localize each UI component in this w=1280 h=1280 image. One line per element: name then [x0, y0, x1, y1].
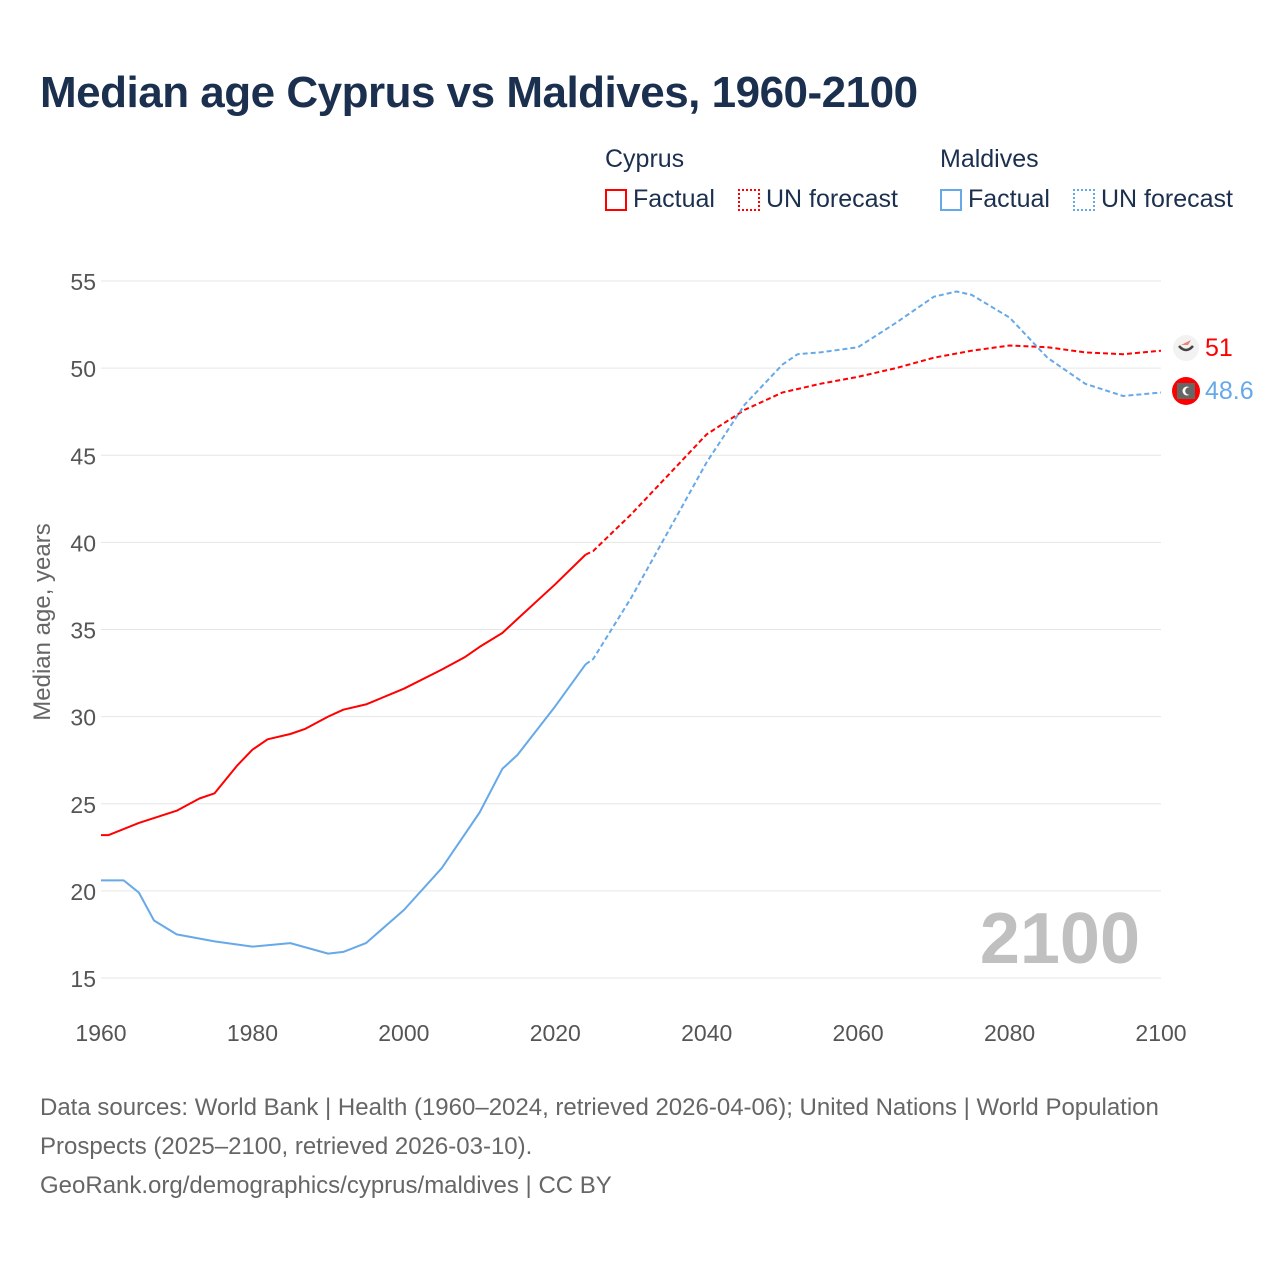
legend-label: UN forecast: [766, 185, 898, 213]
y-tick-label: 35: [70, 618, 96, 644]
series-line-cyprus-factual[interactable]: [101, 553, 587, 837]
y-tick-label: 40: [70, 530, 96, 556]
x-tick-label: 2020: [530, 1020, 581, 1046]
legend-swatch-dotted: [738, 188, 760, 211]
x-tick-label: 2060: [833, 1020, 884, 1046]
x-tick-label: 1980: [227, 1020, 278, 1046]
x-tick-label: 1960: [75, 1020, 126, 1046]
series-line-cyprus-un-forecast[interactable]: [585, 344, 1162, 556]
cyprus-flag-icon: [1173, 335, 1199, 361]
legend-group-cyprus: Cyprus: [605, 145, 685, 173]
y-tick-label: 20: [70, 879, 96, 905]
y-tick-label: 15: [70, 966, 96, 992]
data-sources: Data sources: World Bank | Health (1960–…: [40, 1094, 1159, 1160]
legend-maldives-factual[interactable]: Factual: [940, 185, 1050, 214]
x-tick-label: 2080: [984, 1020, 1035, 1046]
legend-group-maldives: Maldives: [940, 145, 1039, 173]
maldives-flag-icon: [1172, 377, 1200, 405]
y-tick-label: 25: [70, 792, 96, 818]
legend-cyprus-forecast[interactable]: UN forecast: [738, 185, 898, 214]
footer: Data sources: World Bank | Health (1960–…: [40, 1088, 1200, 1205]
y-tick-label: 45: [70, 443, 96, 469]
legend-cyprus-factual[interactable]: Factual: [605, 185, 715, 214]
x-tick-label: 2000: [378, 1020, 429, 1046]
watermark-year: 2100: [980, 899, 1140, 979]
attribution-link[interactable]: GeoRank.org/demographics/cyprus/maldives…: [40, 1172, 612, 1199]
legend-swatch-dotted: [1073, 188, 1095, 211]
series-line-maldives-un-forecast[interactable]: [585, 290, 1162, 666]
legend-label: Factual: [633, 185, 715, 213]
y-axis-label: Median age, years: [29, 523, 56, 720]
y-tick-label: 55: [70, 269, 96, 295]
end-label-cyprus: 51: [1205, 334, 1233, 362]
x-tick-label: 2040: [681, 1020, 732, 1046]
series-line-maldives-factual[interactable]: [101, 663, 587, 955]
legend-label: UN forecast: [1101, 185, 1233, 213]
end-label-maldives: 48.6: [1205, 377, 1254, 405]
x-tick-label: 2100: [1135, 1020, 1186, 1046]
y-tick-label: 50: [70, 356, 96, 382]
legend-label: Factual: [968, 185, 1050, 213]
legend-maldives-forecast[interactable]: UN forecast: [1073, 185, 1233, 214]
legend-swatch-solid: [605, 188, 627, 211]
y-tick-label: 30: [70, 705, 96, 731]
chart-title: Median age Cyprus vs Maldives, 1960-2100: [40, 68, 918, 117]
legend-swatch-solid: [940, 188, 962, 211]
